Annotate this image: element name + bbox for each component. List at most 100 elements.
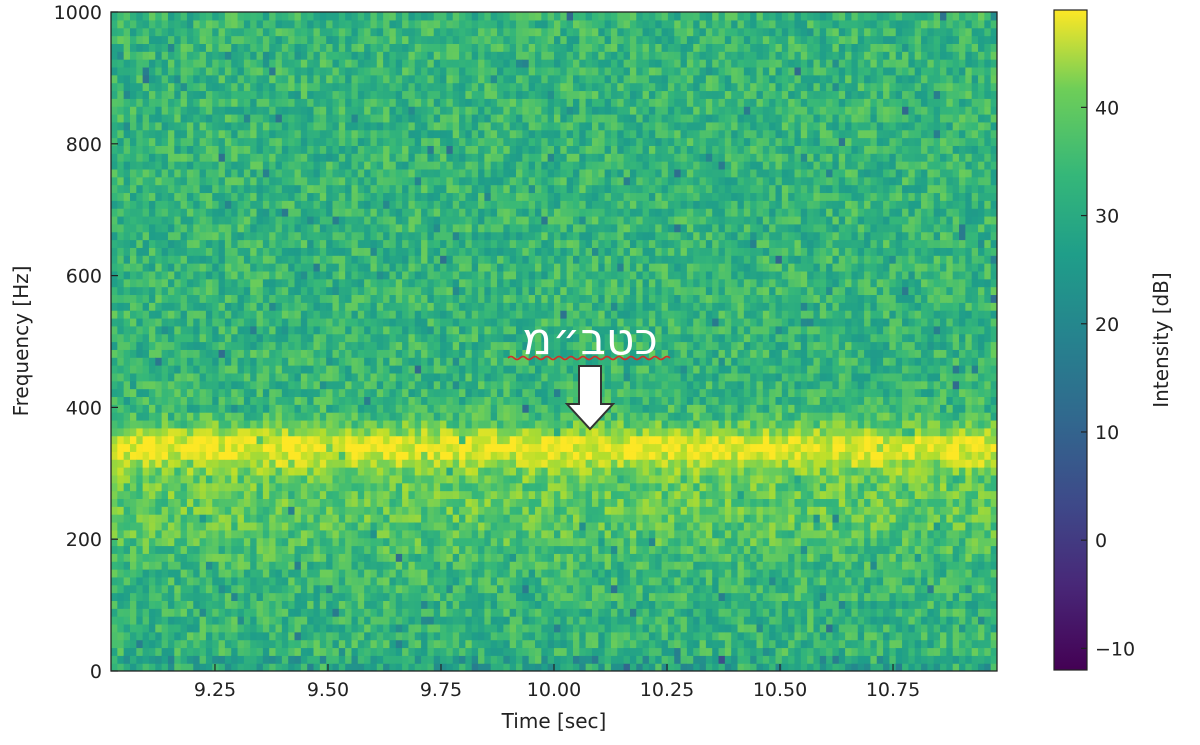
heatmap-cell — [136, 498, 144, 507]
heatmap-cell — [478, 655, 485, 664]
heatmap-cell — [364, 113, 372, 123]
heatmap-cell — [465, 600, 473, 609]
heatmap-cell — [326, 59, 334, 68]
heatmap-cell — [155, 537, 163, 547]
heatmap-cell — [224, 380, 232, 390]
heatmap-cell — [395, 278, 403, 288]
heatmap-cell — [161, 82, 169, 92]
heatmap-cell — [199, 302, 207, 311]
heatmap-cell — [383, 404, 391, 413]
heatmap-cell — [351, 247, 359, 256]
heatmap-cell — [231, 655, 239, 664]
heatmap-cell — [161, 317, 169, 327]
heatmap-cell — [275, 419, 283, 429]
heatmap-cell — [262, 168, 270, 178]
heatmap-cell — [186, 59, 194, 68]
heatmap-cell — [123, 380, 131, 390]
heatmap-cell — [256, 192, 264, 201]
heatmap-cell — [389, 317, 397, 327]
heatmap-cell — [433, 584, 441, 594]
heatmap-cell — [376, 317, 384, 327]
heatmap-cell — [237, 482, 245, 492]
heatmap-cell — [243, 451, 251, 460]
heatmap-cell — [351, 482, 359, 492]
heatmap-cell — [364, 545, 372, 554]
heatmap-cell — [300, 161, 308, 170]
heatmap-cell — [161, 372, 169, 382]
heatmap-cell — [174, 286, 182, 296]
heatmap-cell — [433, 388, 441, 398]
heatmap-cell — [123, 514, 131, 523]
heatmap-cell — [123, 247, 131, 256]
heatmap-cell — [142, 231, 150, 241]
heatmap-cell — [148, 137, 156, 146]
heatmap-cell — [275, 192, 283, 201]
heatmap-cell — [155, 51, 163, 60]
heatmap-cell — [465, 192, 473, 201]
heatmap-cell — [161, 419, 169, 429]
heatmap-cell — [395, 129, 403, 139]
heatmap-cell — [338, 349, 346, 358]
heatmap-cell — [459, 200, 466, 209]
heatmap-cell — [307, 27, 315, 37]
heatmap-cell — [269, 145, 277, 154]
heatmap-cell — [193, 357, 201, 366]
heatmap-cell — [421, 569, 429, 578]
heatmap-cell — [332, 184, 340, 194]
heatmap-cell — [338, 569, 346, 578]
heatmap-cell — [174, 137, 182, 146]
heatmap-cell — [212, 247, 220, 256]
heatmap-cell — [294, 616, 302, 625]
heatmap-cell — [383, 467, 391, 476]
heatmap-cell — [193, 412, 201, 421]
heatmap-cell — [123, 576, 131, 586]
heatmap-cell — [155, 569, 163, 578]
heatmap-cell — [193, 623, 201, 633]
heatmap-cell — [294, 647, 302, 656]
heatmap-cell — [281, 51, 289, 60]
heatmap-cell — [186, 270, 194, 280]
heatmap-cell — [402, 459, 410, 468]
heatmap-cell — [421, 184, 429, 194]
heatmap-cell — [471, 467, 479, 476]
heatmap-cell — [269, 43, 277, 52]
heatmap-cell — [357, 270, 365, 280]
heatmap-cell — [338, 317, 346, 327]
heatmap-cell — [174, 121, 182, 131]
heatmap-cell — [364, 310, 372, 319]
heatmap-cell — [421, 12, 429, 21]
heatmap-cell — [237, 396, 245, 405]
heatmap-cell — [250, 66, 258, 76]
heatmap-cell — [218, 113, 226, 123]
heatmap-cell — [402, 631, 410, 641]
heatmap-cell — [357, 310, 365, 319]
heatmap-cell — [123, 341, 131, 350]
heatmap-cell — [148, 168, 156, 178]
heatmap-cell — [383, 521, 391, 531]
heatmap-cell — [408, 372, 416, 382]
heatmap-cell — [243, 184, 251, 194]
heatmap-cell — [148, 631, 156, 641]
heatmap-cell — [129, 121, 137, 131]
heatmap-cell — [256, 310, 264, 319]
heatmap-cell — [218, 419, 226, 429]
heatmap-cell — [402, 19, 410, 29]
heatmap-cell — [237, 576, 245, 586]
heatmap-cell — [218, 561, 226, 570]
heatmap-cell — [180, 553, 188, 562]
heatmap-cell — [459, 310, 466, 319]
heatmap-cell — [136, 553, 144, 562]
heatmap-cell — [193, 647, 201, 656]
heatmap-cell — [243, 380, 251, 390]
heatmap-cell — [326, 208, 334, 217]
heatmap-cell — [262, 294, 270, 303]
heatmap-cell — [383, 184, 391, 194]
heatmap-cell — [427, 325, 435, 335]
heatmap-cell — [193, 82, 201, 92]
heatmap-cell — [471, 427, 479, 437]
heatmap-cell — [446, 145, 454, 154]
heatmap-cell — [161, 529, 169, 539]
heatmap-cell — [452, 317, 460, 327]
heatmap-cell — [357, 655, 365, 664]
heatmap-cell — [471, 137, 479, 146]
